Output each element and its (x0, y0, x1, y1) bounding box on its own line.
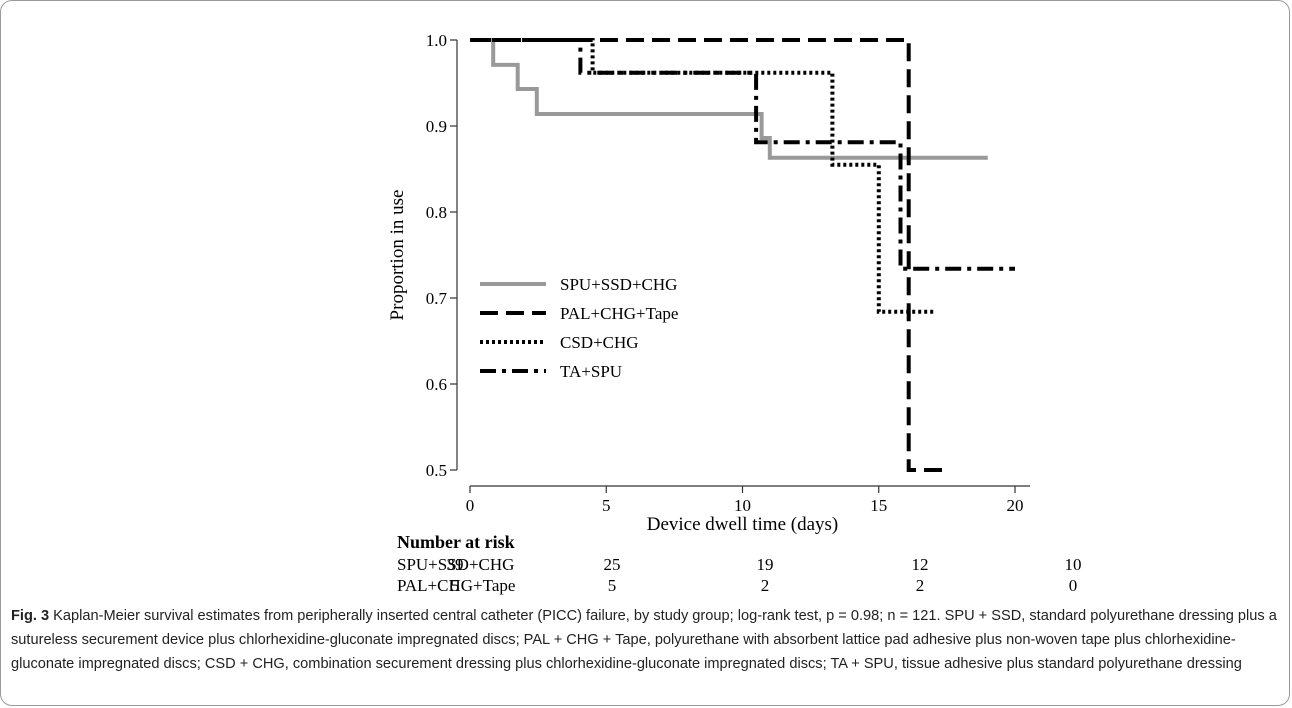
x-tick-label: 5 (602, 496, 611, 515)
risk-cell: 5 (451, 576, 460, 595)
risk-cell: 2 (916, 576, 925, 595)
y-tick-label: 0.6 (426, 375, 447, 394)
risk-cell: 2 (1069, 597, 1078, 600)
legend-label: TA+SPU (560, 362, 622, 381)
series-line-pal-chg-tape (470, 38, 945, 472)
series-line-csd-chg (470, 38, 934, 314)
chart-lines (470, 38, 1015, 472)
risk-cell: 19 (757, 555, 774, 574)
risk-cell: 42 (447, 597, 464, 600)
y-tick-label: 0.9 (426, 117, 447, 136)
y-tick-label: 0.8 (426, 203, 447, 222)
x-tick-label: 10 (734, 496, 751, 515)
caption-text: Kaplan-Meier survival estimates from per… (11, 608, 1277, 672)
series-line-ta-spu (470, 38, 1015, 271)
x-tick-label: 0 (466, 496, 475, 515)
risk-cell: 2 (761, 576, 770, 595)
legend-label: SPU+SSD+CHG (560, 275, 677, 294)
legend-label: CSD+CHG (560, 333, 639, 352)
risk-row-label: CSD+CHG (397, 597, 476, 600)
risk-cell: 0 (1069, 576, 1078, 595)
risk-table-title: Number at risk (397, 532, 515, 552)
risk-cell: 10 (1065, 555, 1082, 574)
figure-number: Fig. 3 (11, 608, 50, 624)
chart-legend: SPU+SSD+CHG PAL+CHG+Tape CSD+CHG TA+SPU (480, 275, 678, 381)
x-axis-label: Device dwell time (days) (647, 514, 839, 535)
risk-row-label: PAL+CHG+Tape (397, 576, 515, 595)
y-tick-label: 0.5 (426, 461, 447, 480)
legend-label: PAL+CHG+Tape (560, 304, 678, 323)
risk-cell: 12 (912, 555, 929, 574)
y-tick-label: 1.0 (426, 31, 447, 50)
risk-row-label: SPU+SSD+CHG (397, 555, 514, 574)
y-tick-label: 0.7 (426, 289, 448, 308)
risk-cell: 25 (604, 555, 621, 574)
risk-cell: 5 (608, 576, 617, 595)
y-axis-label: Proportion in use (387, 190, 408, 321)
risk-cell: 10 (757, 597, 774, 600)
x-tick-label: 15 (870, 496, 887, 515)
risk-cell: 25 (604, 597, 621, 600)
series-line-spu-ssd-chg (470, 38, 988, 160)
risk-cell: 5 (916, 597, 925, 600)
risk-cell: 39 (447, 555, 464, 574)
figure-caption: Fig. 3 Kaplan-Meier survival estimates f… (11, 604, 1279, 676)
chart-axes: 0.5 0.6 0.7 0.8 0.9 1.0 0 5 10 15 20 Device dwell t… (387, 31, 1030, 535)
x-tick-label: 20 (1007, 496, 1024, 515)
